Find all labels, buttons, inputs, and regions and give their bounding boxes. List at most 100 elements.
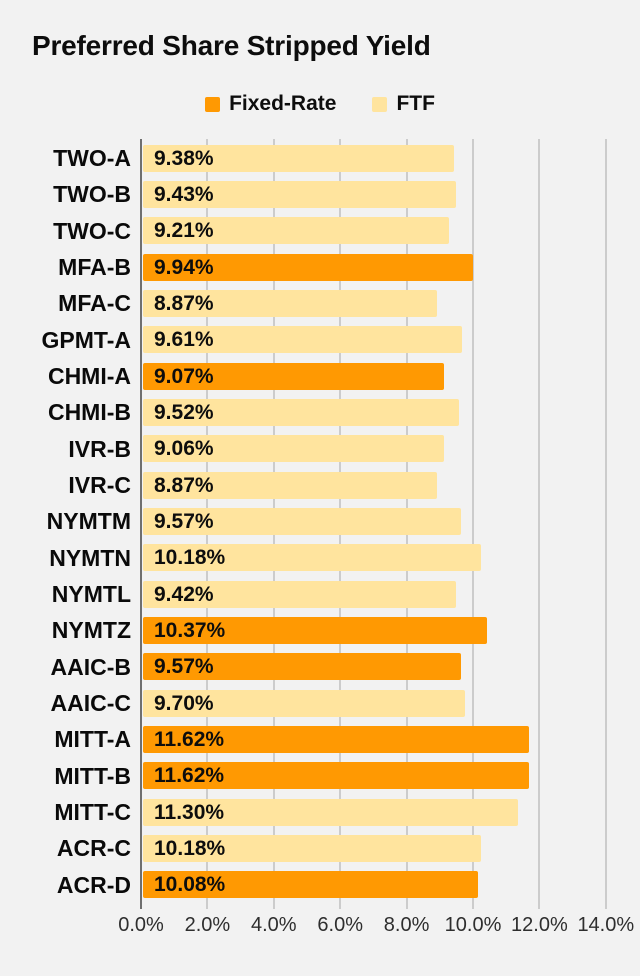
bar-row: NYMTN 10.18% [0, 540, 640, 576]
bar: 9.38% [143, 144, 455, 172]
category-label: AAIC-C [50, 689, 132, 716]
bar-value-label: 9.07% [154, 364, 214, 388]
bar: 11.62% [143, 725, 529, 753]
bar: 9.07% [143, 362, 445, 390]
bar-row: IVR-B 9.06% [0, 431, 640, 467]
bar: 10.08% [143, 871, 478, 899]
bar-row: MITT-A 11.62% [0, 721, 640, 757]
legend-label: Fixed-Rate [229, 92, 337, 115]
bar: 9.06% [143, 435, 444, 463]
bar: 11.62% [143, 762, 529, 790]
fixed-rate-swatch-icon [205, 96, 221, 112]
bar-row: TWO-B 9.43% [0, 176, 640, 212]
bar-row: MITT-B 11.62% [0, 758, 640, 794]
chart-legend: Fixed-Rate FTF [0, 92, 640, 116]
bar-value-label: 10.18% [154, 836, 226, 860]
bar-row: NYMTL 9.42% [0, 576, 640, 612]
bar-row: ACR-C 10.18% [0, 830, 640, 866]
x-tick-label: 12.0% [511, 914, 568, 936]
bar-row: MFA-B 9.94% [0, 249, 640, 285]
bar-row: NYMTZ 10.37% [0, 612, 640, 648]
x-tick-label: 6.0% [317, 914, 363, 936]
y-axis-line [140, 139, 142, 909]
bar-value-label: 9.70% [154, 691, 214, 715]
bar: 11.30% [143, 798, 519, 826]
category-label: NYMTN [49, 544, 131, 571]
x-tick-label: 4.0% [251, 914, 297, 936]
bar: 9.43% [143, 180, 457, 208]
chart-title: Preferred Share Stripped Yield [32, 30, 431, 61]
bar-value-label: 10.37% [154, 618, 226, 642]
bar-row: GPMT-A 9.61% [0, 322, 640, 358]
x-tick-label: 8.0% [383, 914, 430, 936]
legend-label: FTF [396, 92, 435, 115]
bar-value-label: 10.08% [154, 873, 226, 897]
category-label: TWO-A [53, 145, 131, 171]
bar-row: MITT-C 11.30% [0, 794, 640, 830]
bar-row: TWO-C 9.21% [0, 213, 640, 249]
bar-value-label: 9.57% [154, 655, 214, 679]
category-label: CHMI-B [47, 399, 131, 426]
bar-value-label: 9.57% [154, 509, 214, 533]
bar-row: MFA-C 8.87% [0, 285, 640, 321]
category-label: TWO-C [53, 217, 131, 244]
bar: 10.37% [143, 616, 488, 644]
category-label: IVR-B [68, 435, 131, 462]
bar-row: CHMI-B 9.52% [0, 394, 640, 430]
x-tick-label: 2.0% [184, 914, 231, 936]
category-label: NYMTZ [51, 617, 131, 644]
category-label: MFA-C [58, 290, 131, 317]
bar: 9.57% [143, 653, 461, 681]
x-tick-label: 14.0% [577, 914, 635, 936]
legend-item-fixed-rate: Fixed-Rate [205, 92, 336, 116]
bar-value-label: 11.62% [154, 727, 225, 751]
bar-value-label: 10.18% [154, 546, 226, 570]
category-label: ACR-C [56, 835, 131, 862]
category-label: IVR-C [68, 471, 131, 498]
x-tick-label: 10.0% [444, 914, 502, 936]
category-label: NYMTL [51, 580, 131, 607]
category-label: MITT-C [54, 798, 131, 825]
category-label: MITT-A [54, 726, 131, 753]
bar-value-label: 11.30% [154, 800, 225, 824]
bar: 9.61% [143, 326, 463, 354]
bar-value-label: 9.61% [154, 328, 214, 352]
bar-value-label: 8.87% [154, 473, 214, 497]
x-axis: 0.0% 2.0% 4.0% 6.0% 8.0% 10.0% 12.0% 14.0% [0, 914, 640, 942]
category-label: TWO-B [53, 181, 131, 208]
bar-value-label: 9.52% [154, 400, 214, 424]
bar-row: IVR-C 8.87% [0, 467, 640, 503]
category-label: AAIC-B [50, 653, 132, 680]
bar: 9.52% [143, 398, 460, 426]
bar: 8.87% [143, 471, 438, 499]
bar: 9.42% [143, 580, 456, 608]
bar-row: ACR-D 10.08% [0, 867, 640, 903]
category-label: MITT-B [54, 762, 131, 789]
bar-row: AAIC-B 9.57% [0, 649, 640, 685]
category-label: GPMT-A [41, 326, 131, 353]
category-label: MFA-B [58, 253, 131, 280]
ftf-swatch-icon [372, 96, 388, 112]
bar-value-label: 9.06% [154, 437, 214, 461]
bar-value-label: 9.38% [154, 146, 214, 170]
bar: 10.18% [143, 834, 481, 862]
bar-value-label: 9.21% [154, 219, 214, 243]
bar: 10.18% [143, 544, 481, 572]
x-tick-label: 0.0% [118, 914, 164, 936]
bar-value-label: 11.62% [154, 764, 225, 788]
legend-item-ftf: FTF [372, 92, 435, 116]
gridline [604, 139, 607, 909]
category-label: NYMTM [46, 508, 131, 535]
bar-row: NYMTM 9.57% [0, 503, 640, 539]
gridline [538, 139, 541, 909]
category-label: CHMI-A [47, 362, 131, 389]
bar: 9.70% [143, 689, 466, 717]
gridline [472, 139, 474, 909]
bar: 8.87% [143, 289, 438, 317]
bar-row: TWO-A 9.38% [0, 140, 640, 176]
bar-value-label: 9.42% [154, 582, 214, 606]
bar-value-label: 9.43% [154, 182, 214, 206]
bar-value-label: 9.94% [154, 255, 214, 279]
category-label: ACR-D [56, 871, 131, 898]
